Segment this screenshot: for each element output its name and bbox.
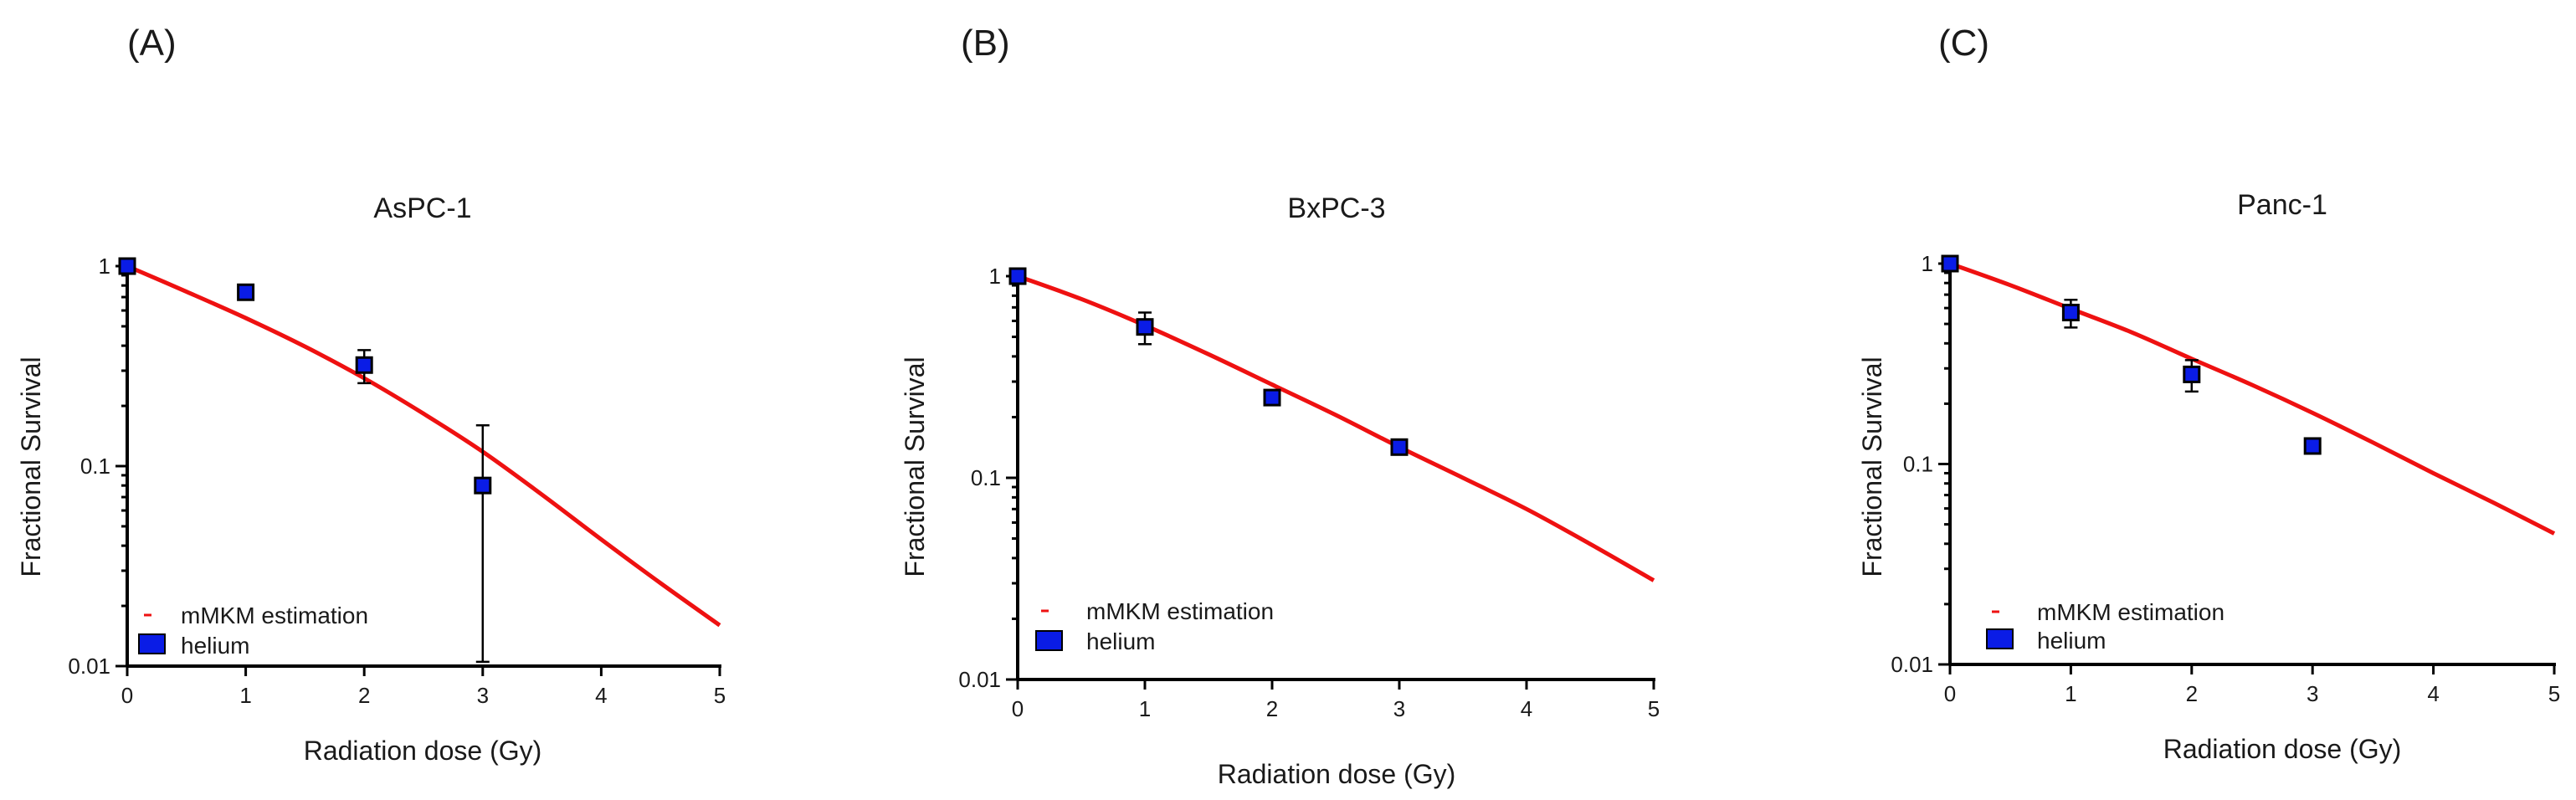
y-tick-label: 0.01 xyxy=(958,667,1001,692)
legend-label-model: mMKM estimation xyxy=(181,603,368,628)
x-tick-label: 3 xyxy=(1393,696,1405,721)
x-tick-label: 1 xyxy=(239,683,251,708)
data-point xyxy=(1263,388,1281,407)
chart-panc1: Panc-1 Fractional Survival Radiation dos… xyxy=(1857,189,2560,764)
data-point xyxy=(2303,437,2322,455)
x-tick-label: 4 xyxy=(1521,696,1532,721)
data-point xyxy=(2183,365,2201,383)
x-tick-label: 1 xyxy=(2065,681,2076,706)
chart-title: Panc-1 xyxy=(2237,189,2327,221)
chart-bxpc3: BxPC-3 Fractional Survival Radiation dos… xyxy=(900,192,1660,789)
x-tick-label: 5 xyxy=(2548,681,2560,706)
x-tick-label: 2 xyxy=(1266,696,1278,721)
x-tick-label: 0 xyxy=(121,683,133,708)
y-axis-label: Fractional Survival xyxy=(1857,356,1887,577)
legend-label-model: mMKM estimation xyxy=(1086,598,1274,624)
legend-marker-swatch xyxy=(138,633,166,654)
y-tick-label: 1 xyxy=(989,264,1001,289)
x-axis-label: Radiation dose (Gy) xyxy=(1218,759,1456,789)
data-point xyxy=(1008,267,1027,285)
y-tick-label: 0.1 xyxy=(1903,452,1933,477)
model-curve xyxy=(1017,274,1655,582)
data-point xyxy=(1390,438,1409,456)
y-axis-label: Fractional Survival xyxy=(16,356,46,577)
data-point xyxy=(355,356,373,374)
chart-aspc1: AsPC-1 Fractional Survival Radiation dos… xyxy=(16,192,726,766)
x-axis-label: Radiation dose (Gy) xyxy=(2163,734,2402,764)
chart-title: BxPC-3 xyxy=(1287,192,1385,224)
model-curve xyxy=(126,264,721,628)
data-point xyxy=(1136,318,1154,336)
y-axis-label: Fractional Survival xyxy=(900,356,930,577)
legend: mMKM estimation helium xyxy=(1986,599,2224,654)
data-point xyxy=(1941,254,1959,273)
x-tick-label: 5 xyxy=(1648,696,1660,721)
chart-title: AsPC-1 xyxy=(373,192,471,224)
data-point xyxy=(2061,303,2080,321)
y-tick-label: 1 xyxy=(1922,251,1933,276)
legend: mMKM estimation helium xyxy=(1035,598,1274,654)
y-tick-label: 0.1 xyxy=(80,454,110,479)
y-tick-label: 0.01 xyxy=(1891,652,1933,677)
panel-label-a: (A) xyxy=(127,23,177,64)
legend-marker-swatch xyxy=(1986,628,2014,649)
x-tick-label: 5 xyxy=(714,683,726,708)
legend-marker-swatch xyxy=(1035,630,1063,651)
data-point xyxy=(474,476,492,495)
legend-label-helium: helium xyxy=(1086,628,1155,654)
x-tick-label: 3 xyxy=(477,683,489,708)
x-axis-label: Radiation dose (Gy) xyxy=(304,736,542,766)
x-tick-label: 4 xyxy=(595,683,607,708)
x-tick-label: 2 xyxy=(358,683,370,708)
legend-label-model: mMKM estimation xyxy=(2037,599,2224,625)
data-point xyxy=(237,283,255,301)
legend-label-helium: helium xyxy=(2037,628,2106,654)
x-tick-label: 4 xyxy=(2427,681,2439,706)
legend: mMKM estimation helium xyxy=(138,603,368,659)
legend-label-helium: helium xyxy=(181,633,249,659)
x-tick-label: 2 xyxy=(2186,681,2198,706)
model-curve xyxy=(1949,261,2556,536)
y-tick-label: 1 xyxy=(99,254,110,279)
x-tick-label: 0 xyxy=(1012,696,1024,721)
panel-label-b: (B) xyxy=(961,23,1010,64)
y-tick-label: 0.1 xyxy=(971,465,1001,490)
y-tick-label: 0.01 xyxy=(68,654,110,679)
data-point xyxy=(118,257,136,275)
x-tick-label: 0 xyxy=(1944,681,1956,706)
panel-label-c: (C) xyxy=(1938,23,1989,64)
x-tick-label: 3 xyxy=(2307,681,2318,706)
x-tick-label: 1 xyxy=(1139,696,1151,721)
